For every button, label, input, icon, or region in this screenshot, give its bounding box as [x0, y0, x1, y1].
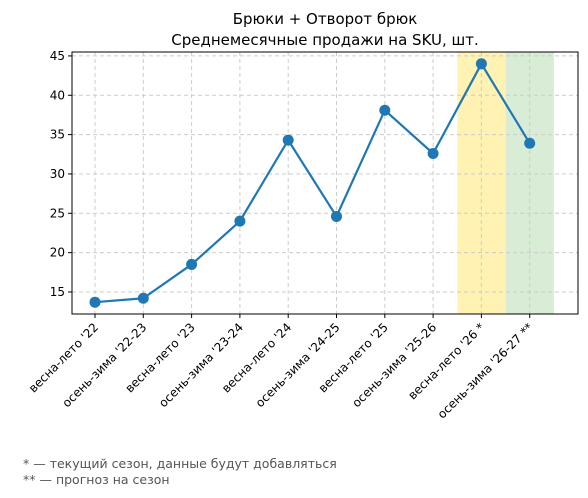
data-point-8 — [475, 58, 487, 70]
data-point-9 — [524, 137, 536, 149]
plot-frame — [71, 51, 579, 315]
x-tick-label-7: осень-зима '25-26 — [349, 320, 439, 410]
data-point-4 — [282, 134, 294, 146]
season-highlights — [457, 52, 554, 314]
y-tick-label-6: 45 — [50, 49, 65, 63]
chart-subtitle: Среднемесячные продажи на SKU, шт. — [171, 31, 479, 49]
data-point-5 — [331, 210, 342, 222]
x-tick-label-9: осень-зима '26-27 ** — [435, 320, 536, 421]
footnote-current-season: * — текущий сезон, данные будут добавлят… — [23, 456, 337, 471]
data-point-7 — [427, 147, 439, 159]
data-point-6 — [379, 104, 391, 116]
y-tick-label-4: 35 — [50, 128, 65, 142]
y-tick-label-3: 30 — [50, 167, 65, 181]
footnote-forecast: ** — прогноз на сезон — [23, 472, 170, 487]
y-tick-label-1: 20 — [50, 246, 65, 260]
data-point-3 — [234, 215, 246, 227]
highlight-band-1 — [505, 52, 554, 314]
x-tick-label-1: осень-зима '22-23 — [60, 320, 150, 410]
series-line — [89, 58, 536, 308]
x-tick-label-5: осень-зима '24-25 — [253, 320, 343, 410]
data-point-2 — [186, 258, 198, 270]
y-tick-label-0: 15 — [50, 285, 65, 299]
y-tick-label-5: 40 — [50, 88, 65, 102]
grid-lines — [72, 52, 578, 314]
sales-line-chart: Брюки + Отворот брюк Среднемесячные прод… — [26, 10, 579, 421]
data-point-0 — [89, 296, 101, 308]
y-axis: 15 20 25 30 35 40 45 — [50, 49, 72, 299]
data-point-1 — [137, 292, 149, 304]
chart-title: Брюки + Отворот брюк — [233, 10, 418, 28]
x-tick-label-3: осень-зима '23-24 — [156, 320, 246, 410]
series-line-0 — [94, 62, 531, 304]
y-tick-label-2: 25 — [50, 206, 65, 220]
